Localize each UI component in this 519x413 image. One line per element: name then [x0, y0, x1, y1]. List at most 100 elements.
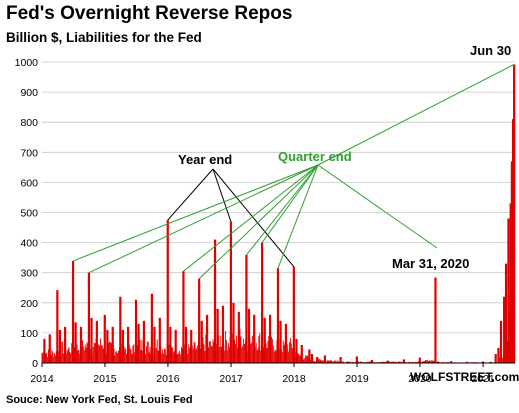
bar: [279, 320, 282, 363]
bar: [292, 266, 295, 363]
bar: [503, 296, 506, 363]
bar: [119, 296, 122, 363]
bar: [326, 360, 329, 363]
bar: [198, 278, 201, 363]
x-tick-label: 2014: [30, 373, 54, 385]
x-tick-label: 2020: [408, 373, 432, 385]
bar: [126, 326, 130, 363]
x-tick-label: 2018: [282, 373, 306, 385]
bar: [494, 353, 497, 363]
bar: [74, 322, 77, 363]
bar: [103, 314, 106, 363]
quarter-end-pointer: [317, 63, 515, 166]
bar: [184, 326, 188, 363]
bar: [300, 344, 303, 363]
y-tick-label: 500: [20, 208, 38, 220]
bar: [90, 317, 93, 363]
y-tick-label: 0: [32, 358, 38, 370]
bar: [247, 308, 251, 363]
bar: [434, 277, 437, 363]
y-tick-label: 600: [20, 177, 38, 189]
bar: [370, 359, 374, 363]
bar: [323, 355, 327, 363]
bar: [276, 268, 280, 363]
y-tick-label: 200: [20, 298, 38, 310]
y-tick-label: 300: [20, 268, 38, 280]
bar: [221, 305, 225, 363]
y-tick-label: 1000: [15, 57, 39, 69]
bar: [43, 338, 46, 363]
bar: [418, 357, 421, 363]
quarter-end-pointer: [261, 164, 319, 243]
bar: [95, 320, 98, 363]
bar: [386, 360, 389, 363]
bar: [310, 353, 314, 363]
bar: [56, 290, 59, 363]
source-note: Souce: New York Fed, St. Louis Fed: [6, 394, 193, 406]
x-tick-label: 2015: [93, 373, 117, 385]
x-axis: [41, 362, 515, 367]
y-tick-label: 400: [20, 238, 38, 250]
bar: [111, 326, 114, 363]
annotation-lines: [72, 63, 515, 280]
bar: [200, 320, 203, 363]
annotation-mar-2020: Mar 31, 2020: [392, 256, 469, 271]
y-tick-label: 900: [20, 87, 38, 99]
bar: [481, 361, 485, 363]
bar: [450, 361, 453, 363]
bar: [355, 356, 358, 363]
bar: [489, 361, 492, 363]
brand-label: WOLFSTREET.com: [410, 370, 519, 384]
bar: [134, 299, 138, 363]
bar: [402, 359, 406, 363]
chart-title: Fed's Overnight Reverse Repos: [6, 3, 293, 24]
quarter-end-pointer: [317, 164, 438, 249]
bar: [295, 338, 298, 363]
annotation-jun-30: Jun 30: [470, 43, 511, 58]
y-axis-tick-labels: 0 100 200 300 400 500 600 700 800 900 1000: [15, 57, 39, 370]
bar: [510, 161, 513, 363]
bar: [513, 64, 516, 364]
bar: [213, 239, 217, 363]
bar: [142, 320, 146, 363]
bar: [58, 329, 62, 363]
bar: [182, 271, 185, 363]
bar: [261, 242, 264, 363]
x-tick-label: 2019: [345, 373, 369, 385]
bar: [229, 221, 232, 363]
quarter-end-pointer: [277, 164, 319, 269]
x-tick-label: 2017: [219, 373, 243, 385]
bar: [509, 203, 512, 363]
year-end-pointer: [212, 168, 295, 267]
y-tick-label: 700: [20, 147, 38, 159]
bar: [507, 218, 510, 363]
year-end-pointer: [167, 168, 214, 221]
bar: [263, 317, 266, 363]
bar: [245, 254, 248, 363]
quarter-end-pointer: [183, 164, 319, 272]
bar: [137, 323, 140, 363]
chart-subtitle: Billion $, Liabilities for the Fed: [6, 30, 202, 45]
quarter-end-pointer: [72, 164, 319, 262]
bar: [497, 347, 500, 363]
x-tick-label: 2021: [471, 373, 495, 385]
bar: [316, 356, 319, 363]
x-axis-tick-labels: 2014 2015 2016 2017 2018 2019 2020 2021: [30, 373, 495, 385]
daily-bar-texture: [41, 235, 515, 363]
bar: [504, 263, 508, 363]
bar: [153, 326, 156, 363]
bar: [121, 329, 125, 363]
y-tick-label: 800: [20, 117, 38, 129]
bar: [158, 317, 161, 363]
bar: [232, 302, 235, 363]
bar: [499, 320, 503, 363]
bar: [465, 361, 469, 363]
bar: [237, 311, 240, 363]
quarter-end-pointer: [88, 164, 319, 274]
bar: [284, 323, 288, 363]
bar: [87, 272, 91, 363]
bar: [253, 314, 256, 363]
year-end-pointer: [212, 168, 232, 222]
annotation-year-end: Year end: [178, 152, 232, 167]
